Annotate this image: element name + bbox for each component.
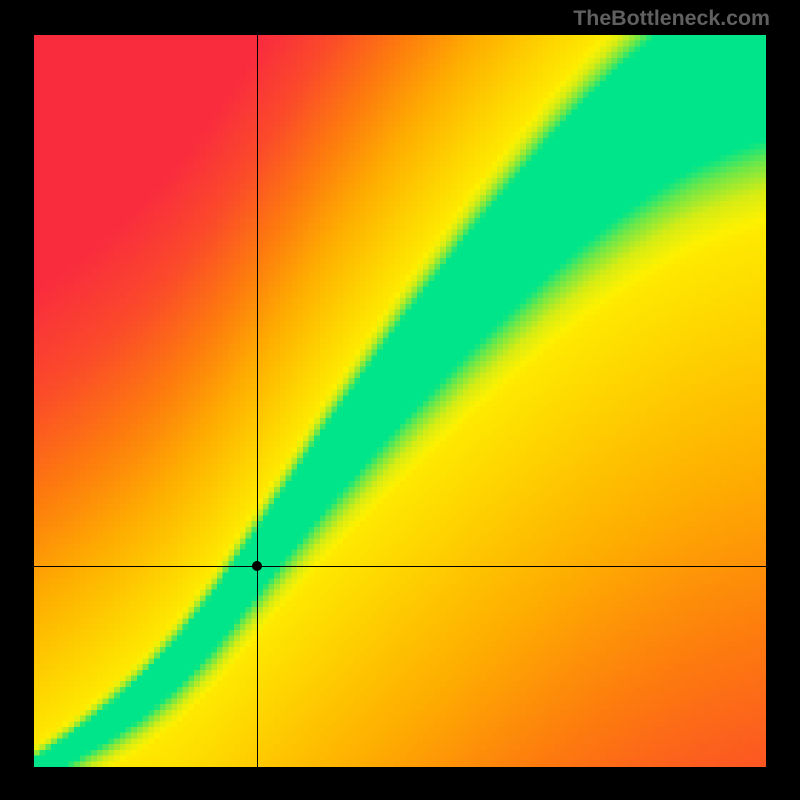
heatmap-plot [34,35,766,767]
crosshair-horizontal [34,566,766,567]
watermark-text: TheBottleneck.com [573,6,770,31]
crosshair-vertical [257,35,258,767]
crosshair-marker [252,561,262,571]
frame: TheBottleneck.com [0,0,800,800]
heatmap-canvas [34,35,766,767]
